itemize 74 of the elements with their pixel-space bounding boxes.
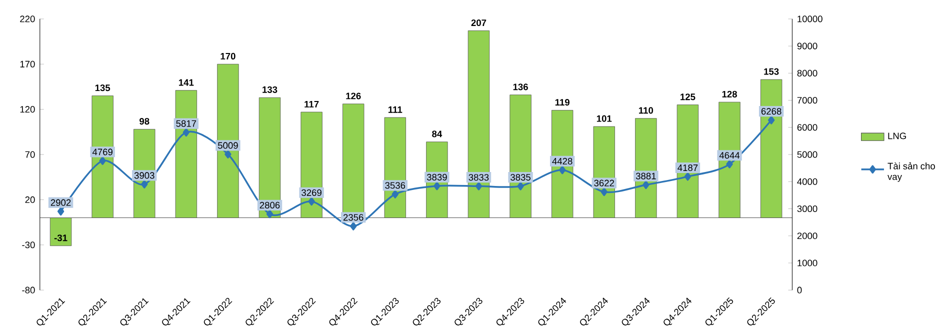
data-label: 4644	[719, 152, 740, 158]
data-label: 3835	[510, 174, 530, 180]
point	[517, 182, 524, 190]
data-label: 125	[680, 93, 696, 100]
y2-tick-label: 4000	[797, 178, 818, 185]
y2-tick-label: 2000	[797, 232, 818, 239]
data-label: 4428	[552, 158, 572, 164]
legend-label: Tài sản cho vay	[888, 162, 935, 182]
data-label: 101	[596, 115, 612, 122]
y2-tick-label: 8000	[797, 70, 818, 76]
point	[475, 182, 482, 190]
point	[684, 172, 692, 181]
data-label: 207	[471, 19, 486, 26]
y2-tick-label: 9000	[797, 42, 818, 50]
point	[266, 210, 274, 218]
data-label: 3536	[385, 182, 406, 188]
data-label: 2356	[343, 214, 364, 220]
point	[99, 156, 106, 165]
y-tick-label: 20	[25, 196, 35, 203]
data-label: 3833	[468, 174, 489, 180]
data-label: 2806	[260, 202, 280, 208]
y-tick-label: 170	[20, 60, 35, 68]
data-label: 5817	[176, 120, 196, 127]
y2-tick-label: 1000	[798, 259, 818, 266]
point	[57, 206, 64, 216]
data-label: 3269	[302, 189, 322, 196]
data-label: 117	[304, 100, 319, 108]
point	[642, 180, 650, 189]
point	[726, 160, 733, 168]
data-label: 153	[764, 68, 779, 75]
data-label: -31	[54, 234, 68, 241]
data-label: 98	[140, 118, 150, 124]
data-label: 3881	[636, 172, 656, 180]
data-label: 84	[432, 130, 442, 138]
point	[182, 128, 190, 136]
point	[350, 222, 357, 230]
y-tick-label: -30	[22, 241, 35, 248]
y-tick-label: 70	[25, 151, 35, 158]
data-label: 141	[178, 79, 194, 86]
data-label: 2902	[50, 199, 71, 206]
data-label: 4769	[92, 148, 112, 156]
point	[392, 190, 399, 198]
data-label: 135	[95, 84, 110, 91]
y2-tick-label: 5000	[797, 151, 818, 158]
point	[141, 180, 148, 188]
data-label: 3839	[426, 174, 447, 180]
data-label: 133	[262, 86, 278, 93]
data-label: 111	[388, 106, 402, 113]
y2-tick-label: 10000	[798, 15, 822, 22]
point	[600, 187, 608, 196]
y2-tick-label: 0	[797, 286, 802, 294]
y2-tick-label: 7000	[797, 96, 818, 104]
point	[768, 116, 775, 124]
y-tick-label: 120	[20, 106, 35, 112]
data-label: 3903	[134, 172, 154, 179]
y-tick-label: -80	[22, 286, 35, 294]
data-label: 128	[722, 90, 737, 98]
data-label: 3622	[594, 180, 614, 186]
point	[224, 150, 232, 158]
point	[434, 182, 440, 190]
data-label: 170	[220, 52, 236, 60]
data-label: 6268	[761, 108, 782, 114]
data-label: 136	[513, 83, 528, 90]
data-label: 119	[555, 98, 570, 106]
data-label: 110	[639, 106, 654, 114]
data-label: 4187	[678, 164, 698, 171]
point	[558, 166, 566, 174]
y2-tick-label: 3000	[797, 205, 818, 212]
legend-label: LNG	[888, 132, 906, 139]
data-label: 126	[346, 92, 361, 100]
point	[308, 197, 315, 206]
y2-tick-label: 6000	[797, 124, 818, 130]
y-tick-label: 220	[20, 15, 35, 22]
data-label: 5009	[218, 142, 238, 149]
